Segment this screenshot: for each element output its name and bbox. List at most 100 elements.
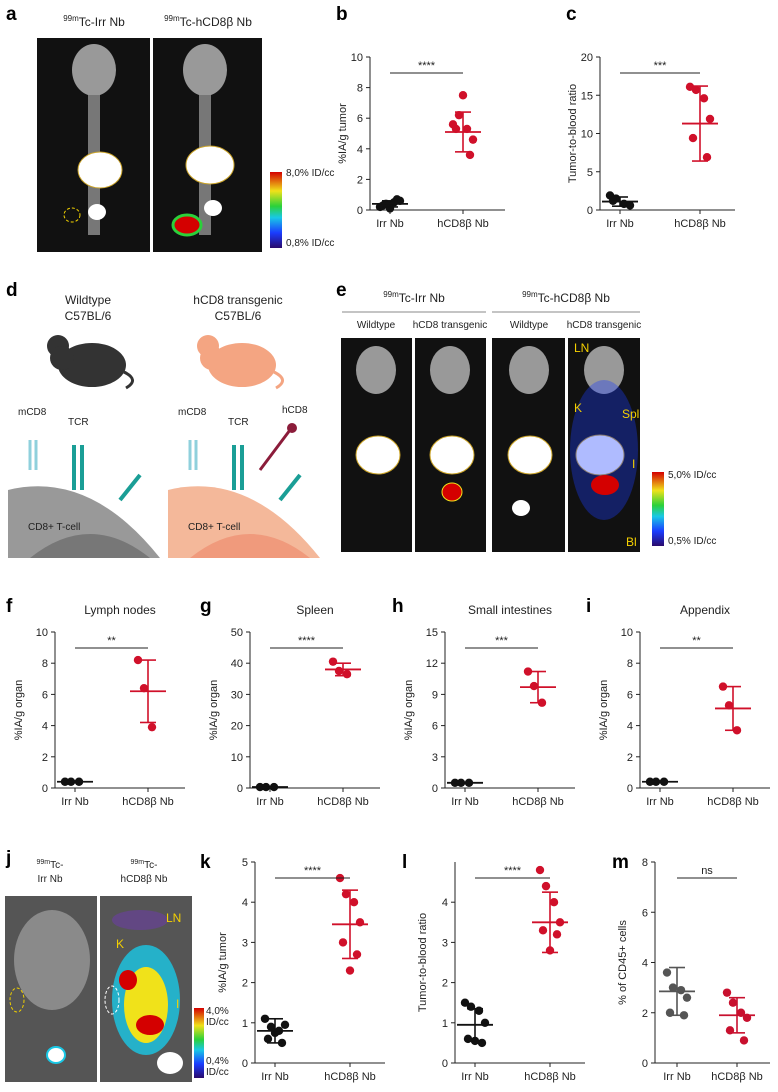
group-name: Tc-hCD8β Nb (538, 291, 611, 305)
data-point (139, 683, 149, 693)
scan-image (37, 38, 150, 252)
scale-min: 0,4% (206, 1056, 229, 1067)
y-tick-label: 0 (237, 783, 243, 795)
panel-letter: j (5, 848, 11, 869)
data-point (349, 898, 359, 907)
y-tick-label: 10 (36, 627, 48, 639)
image-name: Tc-Irr Nb (79, 15, 125, 29)
significance-label: **** (304, 865, 322, 877)
x-tick-label: hCD8β Nb (512, 796, 564, 808)
panel-letter: b (336, 4, 348, 25)
data-point (260, 1014, 270, 1023)
organ-annotation: I (632, 457, 635, 471)
panel-letter: i (586, 596, 591, 617)
data-point (688, 133, 698, 143)
data-point (538, 926, 548, 935)
data-point (549, 898, 559, 907)
color-scale (652, 472, 664, 546)
data-point (263, 1034, 273, 1044)
scale-max: ID/cc (206, 1017, 229, 1028)
isotope: 99m (522, 290, 538, 299)
data-point (466, 1002, 476, 1011)
data-point (462, 124, 472, 134)
scale-max: 5,0% ID/cc (668, 470, 716, 481)
x-tick-label: hCD8β Nb (122, 796, 174, 808)
y-axis-label: %IA/g organ (598, 680, 610, 741)
x-tick-label: hCD8β Nb (707, 796, 759, 808)
receptor-label: hCD8 (282, 405, 308, 416)
x-tick-label: hCD8β Nb (524, 1071, 576, 1083)
scale-min: ID/cc (206, 1067, 229, 1078)
data-point (724, 701, 734, 710)
panel-letter: g (200, 596, 212, 617)
y-tick-label: 3 (432, 752, 438, 764)
data-point (682, 993, 692, 1002)
organ-annotation: K (574, 401, 582, 415)
data-point (133, 655, 143, 665)
data-point (460, 998, 470, 1007)
y-tick-label: 4 (627, 721, 633, 733)
x-tick-label: hCD8β Nb (437, 218, 489, 230)
scale-max: 4,0% (206, 1006, 229, 1017)
mouse-icon (47, 335, 134, 390)
organ-annotation: Spl (622, 407, 639, 421)
panel-letter: d (6, 280, 18, 301)
data-point (474, 1006, 484, 1015)
y-tick-label: 2 (627, 752, 633, 764)
panel-letter: m (612, 852, 629, 873)
significance-label: **** (418, 60, 436, 72)
panel-letter: h (392, 596, 404, 617)
organ-annotation: K (116, 937, 124, 951)
y-axis-label: Tumor-to-blood ratio (567, 84, 579, 183)
significance-label: *** (495, 635, 509, 647)
image-title: hCD8β Nb (121, 874, 168, 885)
x-tick-label: hCD8β Nb (674, 218, 726, 230)
y-tick-label: 2 (642, 1008, 648, 1020)
significance-label: **** (298, 635, 316, 647)
y-tick-label: 30 (231, 689, 243, 701)
data-point (699, 94, 709, 103)
x-tick-label: Irr Nb (606, 218, 634, 230)
data-point (334, 666, 344, 676)
data-point (722, 988, 732, 997)
chart-title: Appendix (680, 603, 730, 617)
mouse-icon (197, 335, 284, 390)
y-tick-label: 2 (357, 174, 363, 186)
y-tick-label: 2 (42, 752, 48, 764)
significance-label: **** (504, 865, 522, 877)
y-tick-label: 12 (426, 658, 438, 670)
image-title: 99mTc- (131, 859, 158, 871)
x-tick-label: Irr Nb (256, 796, 284, 808)
y-tick-label: 8 (642, 857, 648, 869)
panel-letter: a (6, 4, 17, 25)
organ-annotation: LN (166, 911, 181, 925)
image-name: Tc- (50, 860, 63, 871)
cell-label: CD8+ T-cell (28, 522, 80, 533)
color-scale (194, 1008, 204, 1078)
y-tick-label: 2 (442, 978, 448, 990)
y-tick-label: 10 (231, 752, 243, 764)
data-point (328, 657, 338, 666)
panel-letter: k (200, 852, 211, 873)
data-point (147, 722, 157, 732)
y-tick-label: 0 (357, 205, 363, 217)
data-point (342, 669, 352, 679)
y-tick-label: 5 (587, 167, 593, 179)
data-point (341, 889, 351, 899)
color-scale (270, 172, 282, 248)
y-tick-label: 0 (432, 783, 438, 795)
y-tick-label: 5 (242, 857, 248, 869)
chart-title: Spleen (296, 603, 333, 617)
y-tick-label: 1 (442, 1018, 448, 1030)
data-point (392, 195, 402, 204)
y-tick-label: 4 (642, 958, 648, 970)
y-tick-label: 6 (432, 721, 438, 733)
mouse-strain: C57BL/6 (65, 309, 112, 323)
x-tick-label: hCD8β Nb (324, 1071, 376, 1083)
x-tick-label: Irr Nb (461, 1071, 489, 1083)
image-title: Irr Nb (38, 874, 63, 885)
x-tick-label: Irr Nb (61, 796, 89, 808)
data-point (668, 983, 678, 992)
data-point (468, 135, 478, 144)
